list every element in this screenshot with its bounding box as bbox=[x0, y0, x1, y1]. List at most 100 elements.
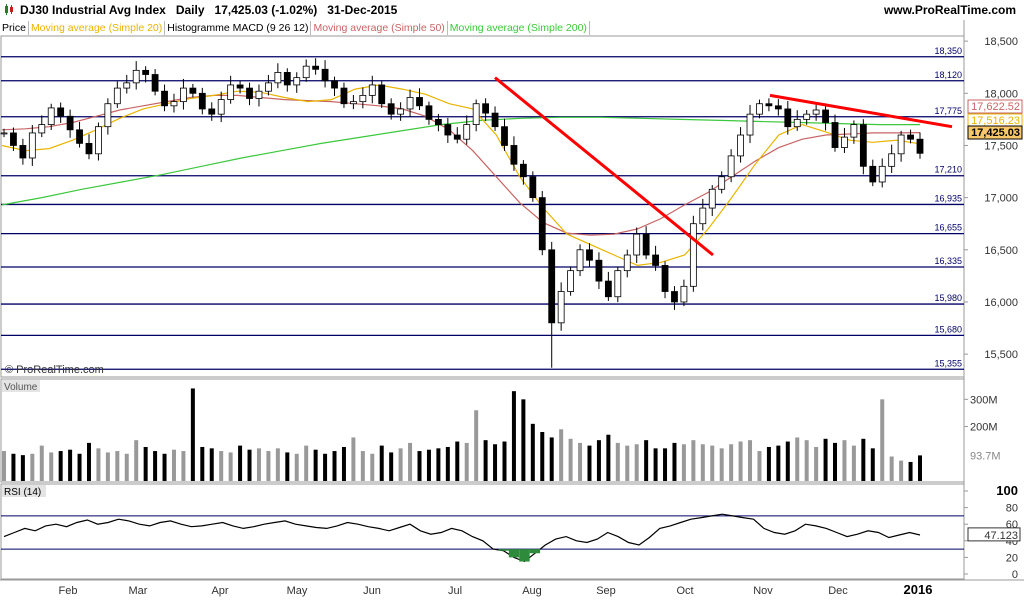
rsi-label-box bbox=[2, 485, 46, 497]
bar-body-90 bbox=[850, 124, 858, 138]
bar-body-81 bbox=[765, 103, 773, 107]
bar-body-33 bbox=[312, 65, 320, 70]
legend-ma50[interactable]: Moving average (Simple 50) bbox=[311, 21, 448, 35]
bar-body-38 bbox=[359, 94, 367, 103]
bar-body-30 bbox=[283, 72, 291, 86]
bar-body-4 bbox=[38, 124, 46, 134]
month-label-11: 2016 bbox=[904, 582, 933, 597]
month-label-2: Apr bbox=[211, 585, 228, 597]
bar-body-50 bbox=[472, 103, 480, 125]
volume-bar-16 bbox=[153, 451, 158, 481]
volume-bar-19 bbox=[181, 451, 186, 481]
price-tick-label-5: 16,000 bbox=[984, 297, 1018, 309]
volume-bar-75 bbox=[710, 445, 715, 481]
level-label-0: 18,350 bbox=[934, 46, 962, 56]
bar-body-89 bbox=[841, 136, 848, 148]
legend-ma20[interactable]: Moving average (Simple 20) bbox=[29, 21, 166, 35]
volume-bar-27 bbox=[256, 448, 261, 481]
volume-bar-85 bbox=[804, 440, 809, 481]
volume-bar-49 bbox=[464, 442, 469, 481]
volume-bar-41 bbox=[389, 452, 394, 481]
bar-body-94 bbox=[888, 153, 896, 167]
bar-body-3 bbox=[28, 132, 36, 159]
bar-body-45 bbox=[425, 105, 433, 120]
volume-bar-35 bbox=[332, 451, 337, 481]
bar-body-73 bbox=[689, 223, 697, 287]
bar-body-69 bbox=[652, 254, 659, 266]
volume-bar-97 bbox=[918, 455, 922, 481]
bar-body-74 bbox=[699, 207, 707, 225]
legend-macd[interactable]: Histogramme MACD (9 26 12) bbox=[165, 21, 312, 35]
bar-body-8 bbox=[76, 129, 83, 144]
bar-body-62 bbox=[586, 249, 593, 261]
price-axis: 18,500 18,000 17,500 17,000 16,500 16,000 15,5… bbox=[964, 36, 1018, 361]
volume-bar-10 bbox=[96, 448, 101, 481]
bar-body-47 bbox=[444, 124, 452, 136]
volume-bar-89 bbox=[842, 440, 847, 481]
bar-body-60 bbox=[567, 270, 574, 292]
volume-bar-14 bbox=[134, 440, 139, 481]
bar-body-79 bbox=[746, 113, 754, 136]
volume-bar-20 bbox=[190, 388, 195, 481]
bar-body-75 bbox=[708, 188, 716, 209]
month-label-5: Jul bbox=[448, 585, 462, 597]
volume-bar-18 bbox=[171, 449, 176, 481]
volume-bars bbox=[2, 388, 922, 481]
volume-panel-frame bbox=[0, 378, 965, 483]
volume-bar-55 bbox=[521, 399, 526, 481]
bar-body-67 bbox=[633, 233, 641, 256]
volume-bar-80 bbox=[757, 451, 762, 481]
volume-bar-62 bbox=[587, 445, 592, 481]
volume-bar-92 bbox=[870, 448, 875, 481]
bar-body-13 bbox=[123, 82, 131, 89]
legend-ma200[interactable]: Moving average (Simple 200) bbox=[448, 21, 590, 35]
volume-bar-72 bbox=[681, 444, 686, 481]
volume-bar-4 bbox=[39, 445, 44, 481]
bar-body-56 bbox=[529, 176, 537, 199]
bar-body-48 bbox=[453, 134, 461, 140]
bar-body-36 bbox=[340, 87, 348, 105]
ma200-line bbox=[1, 116, 920, 206]
volume-bar-3 bbox=[30, 453, 35, 481]
volume-bar-81 bbox=[766, 446, 771, 481]
month-label-8: Oct bbox=[676, 585, 693, 597]
bar-body-9 bbox=[85, 142, 93, 155]
rsi-panel-label: RSI (14) bbox=[4, 487, 41, 498]
volume-bar-77 bbox=[729, 444, 734, 481]
bar-body-51 bbox=[482, 103, 490, 114]
volume-bar-24 bbox=[228, 452, 233, 481]
site-url[interactable]: www.ProRealTime.com bbox=[883, 3, 1016, 17]
volume-bar-0 bbox=[2, 451, 6, 481]
level-label-8: 15,680 bbox=[934, 324, 962, 334]
bar-body-54 bbox=[510, 145, 518, 165]
price-tick-label-6: 15,500 bbox=[984, 349, 1018, 361]
bar-body-35 bbox=[331, 80, 338, 89]
volume-bar-69 bbox=[653, 448, 658, 481]
volume-bar-17 bbox=[162, 453, 167, 481]
volume-bar-6 bbox=[58, 451, 63, 481]
bar-body-7 bbox=[66, 115, 74, 131]
candlestick-icon bbox=[5, 4, 13, 15]
rsi-last-box bbox=[967, 527, 1021, 542]
level-label-1: 18,120 bbox=[934, 70, 962, 80]
month-label-4: Jun bbox=[363, 585, 381, 597]
bar-body-57 bbox=[538, 197, 546, 251]
volume-bar-51 bbox=[483, 440, 488, 481]
volume-bar-56 bbox=[530, 423, 535, 481]
bar-body-37 bbox=[350, 101, 357, 105]
month-axis: Feb Mar Apr May Jun Jul Aug Sep Oct Nov Dec 2016 bbox=[59, 582, 933, 597]
bar-body-64 bbox=[604, 280, 612, 298]
badge-box-ma50 bbox=[967, 99, 1023, 114]
bar-body-12 bbox=[113, 87, 121, 105]
volume-bar-71 bbox=[672, 442, 677, 481]
volume-bar-64 bbox=[606, 434, 611, 481]
level-label-9: 15,355 bbox=[934, 358, 962, 368]
bar-body-86 bbox=[812, 109, 820, 115]
bar-body-76 bbox=[718, 176, 726, 190]
volume-bar-46 bbox=[436, 448, 441, 481]
volume-bar-31 bbox=[294, 453, 299, 481]
bar-body-19 bbox=[180, 87, 187, 103]
legend-price[interactable]: Price bbox=[0, 21, 29, 35]
bar-body-95 bbox=[897, 134, 905, 155]
bar-body-80 bbox=[756, 103, 763, 115]
